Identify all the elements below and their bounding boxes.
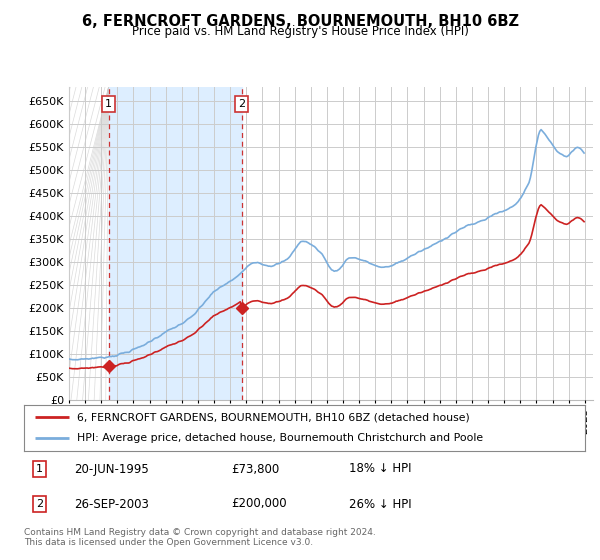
- Text: 1: 1: [105, 99, 112, 109]
- Text: £200,000: £200,000: [232, 497, 287, 511]
- Text: 1: 1: [36, 464, 43, 474]
- Text: £73,800: £73,800: [232, 463, 280, 475]
- Text: 26% ↓ HPI: 26% ↓ HPI: [349, 497, 412, 511]
- Text: 6, FERNCROFT GARDENS, BOURNEMOUTH, BH10 6BZ: 6, FERNCROFT GARDENS, BOURNEMOUTH, BH10 …: [82, 14, 518, 29]
- Text: 2: 2: [36, 499, 43, 509]
- Text: 18% ↓ HPI: 18% ↓ HPI: [349, 463, 412, 475]
- Text: Contains HM Land Registry data © Crown copyright and database right 2024.
This d: Contains HM Land Registry data © Crown c…: [24, 528, 376, 547]
- Text: 2: 2: [238, 99, 245, 109]
- Text: 20-JUN-1995: 20-JUN-1995: [74, 463, 149, 475]
- Text: 6, FERNCROFT GARDENS, BOURNEMOUTH, BH10 6BZ (detached house): 6, FERNCROFT GARDENS, BOURNEMOUTH, BH10 …: [77, 412, 470, 422]
- Bar: [109, 87, 242, 400]
- Text: HPI: Average price, detached house, Bournemouth Christchurch and Poole: HPI: Average price, detached house, Bour…: [77, 433, 484, 444]
- Text: Price paid vs. HM Land Registry's House Price Index (HPI): Price paid vs. HM Land Registry's House …: [131, 25, 469, 38]
- Text: 26-SEP-2003: 26-SEP-2003: [74, 497, 149, 511]
